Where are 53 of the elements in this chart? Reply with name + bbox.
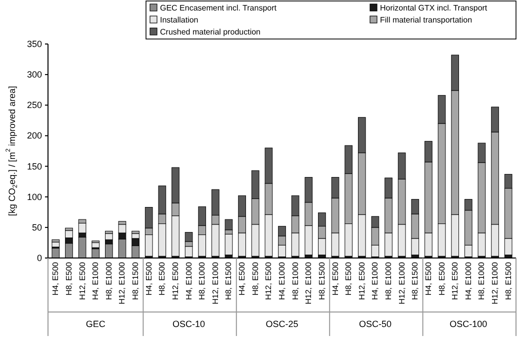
legend-label: GEC Encasement incl. Transport [160,4,278,12]
x-tick-label: H12, E1000 [118,261,127,304]
x-tick-label: H12, E1000 [490,261,500,304]
x-tick-label: H8, E1000 [477,261,486,300]
x-tick-label: H12, E500 [450,261,460,300]
y-tick-label: 300 [26,70,42,80]
x-tick-label: H8, E500 [64,261,74,296]
x-tick-label: H12, E500 [357,261,366,300]
y-tick-label: 50 [32,222,42,232]
x-tick-label: H8, E1500 [504,261,513,300]
x-tick-label: H4, E500 [238,261,247,296]
text: OSC-100 [450,319,488,329]
x-tick-label: H4, E500 [330,261,340,296]
x-tick-label: H4, E1000 [370,261,380,300]
x-tick-label: H8, E1000 [104,261,114,300]
x-tick-label: H8, E500 [158,261,167,296]
text: OSC-25 [266,319,298,329]
y-tick-label: 200 [26,130,42,141]
x-tick-label: H8, E1500 [317,261,326,300]
x-tick-label: H4, E1000 [464,261,473,300]
x-tick-label: H12, E500 [264,261,274,300]
x-tick-label: H8, E1500 [224,261,234,300]
y-tick-label: 250 [26,100,42,110]
text: OSC-10 [172,319,206,329]
x-tick-label: H12, E1000 [210,261,220,304]
x-tick-label: H8, E500 [344,261,354,296]
legend-label: Installation [160,16,198,24]
x-tick-label: H4, E500 [424,261,433,296]
x-tick-label: H12, E1000 [304,261,314,304]
legend-label: Fill material transportation [380,16,472,24]
x-tick-label: H8, E1000 [290,261,300,300]
x-tick-label: H4, E500 [51,261,60,296]
x-tick-label: H8, E1000 [198,261,207,300]
x-tick-label: H4, E500 [144,261,154,296]
text: OSC-50 [358,319,392,329]
x-tick-label: H8, E1500 [131,261,140,300]
x-tick-label: H8, E1000 [384,261,394,300]
x-tick-label: H4, E1000 [278,261,286,300]
y-tick-label: 350 [26,39,42,49]
legend-label: Horizontal GTX incl. Transport [380,4,488,12]
y-tick-label: 100 [26,192,42,202]
y-tick-label: 150 [26,161,42,172]
text: GEC [86,319,106,329]
x-tick-label: H12, E1000 [397,261,406,304]
y-tick-label: 0 [36,253,42,263]
x-tick-label: H8, E1500 [410,261,420,300]
legend-label: Crushed material production [160,28,260,36]
x-tick-label: H8, E500 [250,261,260,296]
x-tick-label: H12, E500 [78,261,87,300]
x-tick-label: H4, E1000 [91,261,100,300]
x-tick-label: H8, E500 [437,261,446,296]
x-tick-label: H4, E1000 [184,261,194,300]
x-tick-label: H12, E500 [170,261,180,300]
